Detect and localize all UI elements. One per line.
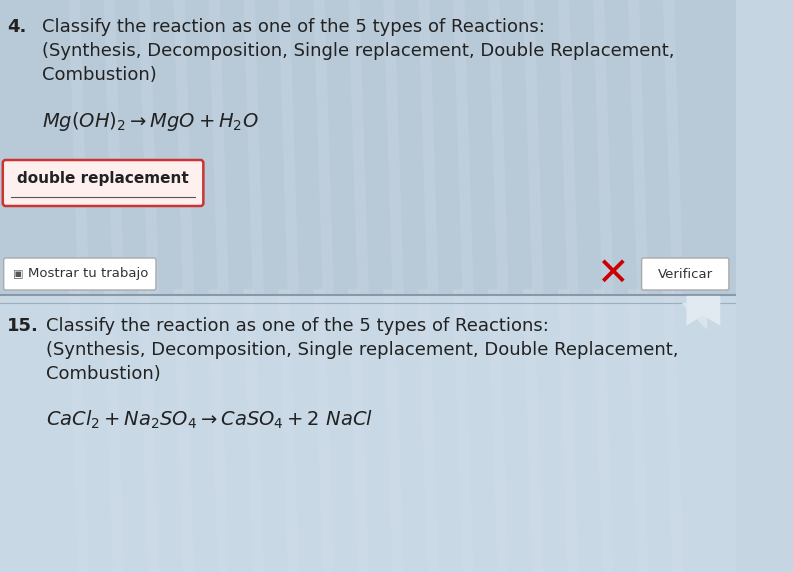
Text: Combustion): Combustion) [42,66,156,84]
Text: double replacement: double replacement [17,171,189,186]
Text: $Mg(OH)_2 \rightarrow MgO + H_2O$: $Mg(OH)_2 \rightarrow MgO + H_2O$ [42,110,259,133]
Text: Verificar: Verificar [657,268,713,280]
Text: ▣: ▣ [13,269,24,279]
Text: 4.: 4. [7,18,27,36]
Text: Classify the reaction as one of the 5 types of Reactions:: Classify the reaction as one of the 5 ty… [42,18,545,36]
Text: Classify the reaction as one of the 5 types of Reactions:: Classify the reaction as one of the 5 ty… [47,316,550,335]
Text: (Synthesis, Decomposition, Single replacement, Double Replacement,: (Synthesis, Decomposition, Single replac… [47,340,679,359]
FancyBboxPatch shape [3,160,203,206]
FancyBboxPatch shape [0,0,737,295]
Text: $CaCl_2 + Na_2SO_4 \rightarrow CaSO_4 + 2\ NaCl$: $CaCl_2 + Na_2SO_4 \rightarrow CaSO_4 + … [47,408,374,431]
FancyBboxPatch shape [642,258,729,290]
Polygon shape [687,296,719,324]
Text: ✕: ✕ [596,255,629,293]
Text: Combustion): Combustion) [47,364,161,383]
Text: Mostrar tu trabajo: Mostrar tu trabajo [28,268,148,280]
Text: (Synthesis, Decomposition, Single replacement, Double Replacement,: (Synthesis, Decomposition, Single replac… [42,42,674,60]
Polygon shape [683,303,706,328]
FancyBboxPatch shape [4,258,156,290]
FancyBboxPatch shape [0,295,737,572]
Text: 15.: 15. [7,316,40,335]
